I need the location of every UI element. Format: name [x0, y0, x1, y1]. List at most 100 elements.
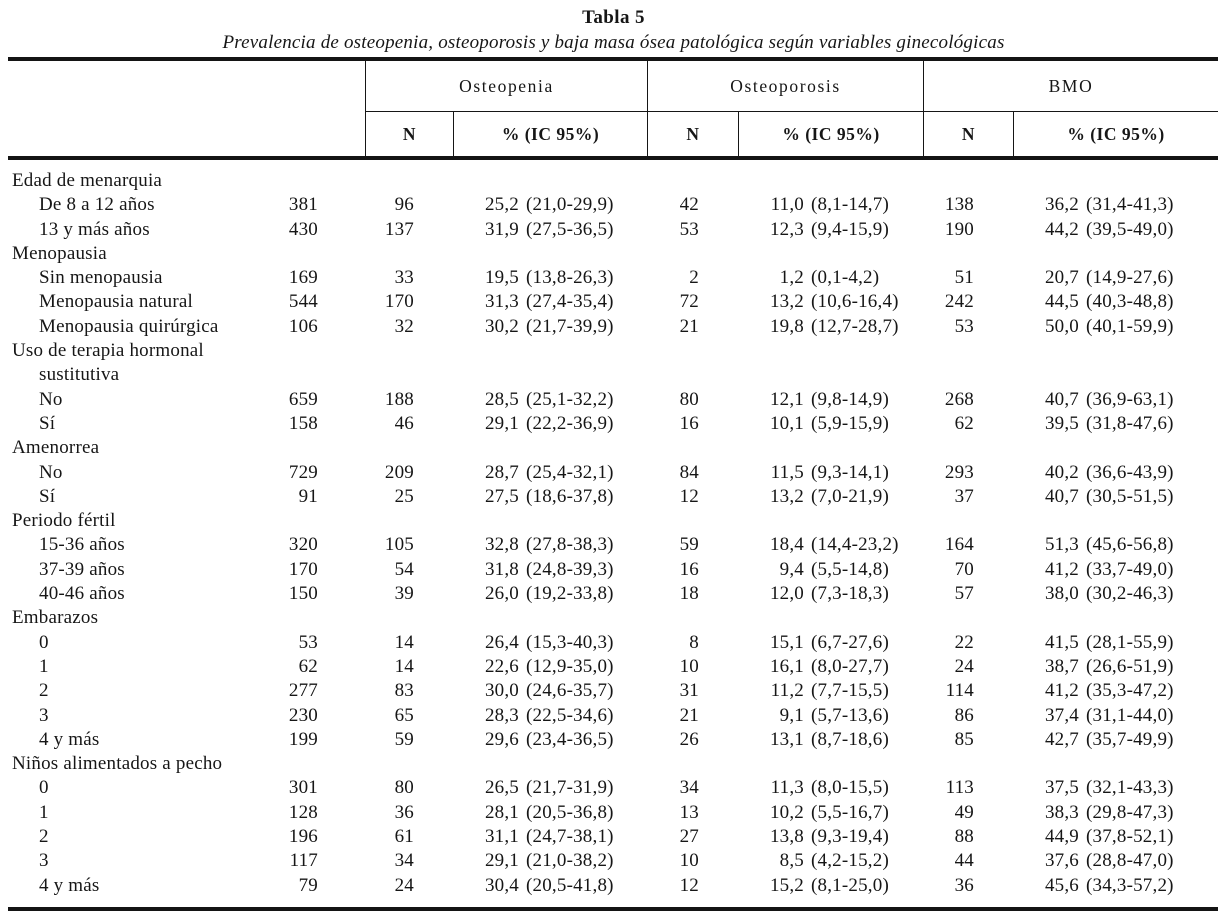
ci-value: (19,2-33,8)	[526, 583, 614, 605]
ci-value: (8,0-27,7)	[811, 655, 889, 677]
ci-value: (27,4-35,4)	[526, 291, 614, 313]
ci-value: (9,3-14,1)	[811, 461, 889, 483]
table-row: Sí 91 25 27,5 (18,6-37,8) 12 13,2 (7,0-21,9) 37 4…	[8, 485, 1218, 509]
pct-ci-value-osteoporosis: 9,4 (5,5-14,8)	[738, 558, 923, 582]
pct-ci-value-osteopenia: 26,4 (15,3-40,3)	[453, 631, 647, 655]
section-row: Menopausia	[8, 242, 1218, 266]
total-n-value: 301	[288, 777, 318, 799]
n-value-osteopenia	[365, 339, 453, 363]
n-value-bmo	[923, 242, 1013, 266]
pct-value: 13,8	[769, 826, 804, 848]
n-value-bmo: 114	[945, 680, 974, 702]
pct-value: 11,2	[770, 680, 804, 702]
row-label: Embarazos	[12, 607, 99, 629]
table-row: 4 y más 199 59 29,6 (23,4-36,5) 26 13,1 (8,7-18…	[8, 728, 1218, 752]
pct-ci-value-osteopenia	[453, 606, 647, 630]
pct-value: 40,7	[1044, 485, 1079, 507]
spacer	[318, 363, 365, 387]
pct-value: 12,0	[769, 583, 804, 605]
n-value-osteopenia: 59	[394, 728, 414, 750]
pct-value: 40,7	[1044, 388, 1079, 410]
total-n-value: 128	[288, 801, 318, 823]
ci-value: (35,3-47,2)	[1086, 680, 1174, 702]
n-value-osteopenia	[365, 606, 453, 630]
spacer	[318, 290, 365, 314]
pct-value: 16,1	[769, 655, 804, 677]
row-label: 4 y más	[39, 874, 100, 896]
table-row: 40-46 años 150 39 26,0 (19,2-33,8) 18 12,0 (7,3…	[8, 582, 1218, 606]
spacer	[318, 704, 365, 728]
pct-ci-value-osteopenia: 28,1 (20,5-36,8)	[453, 801, 647, 825]
table-row: Sí 158 46 29,1 (22,2-36,9) 16 10,1 (5,9-15,9) 62…	[8, 412, 1218, 436]
n-value-osteopenia: 105	[384, 534, 414, 556]
spacer	[318, 436, 365, 460]
section-row: Periodo fértil	[8, 509, 1218, 533]
pct-ci-value-bmo: 36,2 (31,4-41,3)	[1013, 193, 1218, 217]
table-row: 37-39 años 170 54 31,8 (24,8-39,3) 16 9,4 (5,5-…	[8, 558, 1218, 582]
pct-ci-value-osteoporosis: 15,1 (6,7-27,6)	[738, 631, 923, 655]
pct-ci-value-osteoporosis: 13,2 (7,0-21,9)	[738, 485, 923, 509]
total-n-value: 91	[298, 485, 318, 507]
n-value-osteoporosis: 12	[679, 485, 699, 507]
pct-ci-value-bmo	[1013, 509, 1218, 533]
n-value-osteopenia: 188	[384, 388, 414, 410]
ci-value: (9,3-19,4)	[811, 826, 889, 848]
subheader-n-osteoporosis: N	[647, 111, 738, 156]
pct-ci-value-bmo	[1013, 363, 1218, 387]
ci-value: (24,8-39,3)	[526, 558, 614, 580]
ci-value: (9,8-14,9)	[811, 388, 889, 410]
pct-value: 41,2	[1044, 558, 1079, 580]
ci-value: (28,1-55,9)	[1086, 631, 1174, 653]
ci-value: (8,0-15,5)	[811, 777, 889, 799]
ci-value: (5,5-14,8)	[811, 558, 889, 580]
n-value-osteopenia: 80	[394, 777, 414, 799]
total-n-value	[253, 242, 318, 266]
pct-ci-value-osteopenia: 28,7 (25,4-32,1)	[453, 461, 647, 485]
n-value-osteoporosis: 18	[679, 583, 699, 605]
spacer	[318, 849, 365, 873]
n-value-osteoporosis: 16	[679, 412, 699, 434]
n-value-osteoporosis: 10	[679, 850, 699, 872]
total-n-value	[253, 363, 318, 387]
pct-ci-value-osteoporosis	[738, 363, 923, 387]
row-label: Edad de menarquia	[12, 170, 163, 191]
ci-value: (24,6-35,7)	[526, 680, 614, 702]
total-n-value	[253, 752, 318, 776]
n-value-osteopenia: 209	[384, 461, 414, 483]
pct-ci-value-bmo: 41,2 (33,7-49,0)	[1013, 558, 1218, 582]
pct-value: 30,4	[484, 874, 519, 896]
ci-value: (40,3-48,8)	[1086, 291, 1174, 313]
pct-ci-value-osteopenia	[453, 169, 647, 193]
pct-ci-value-bmo: 42,7 (35,7-49,9)	[1013, 728, 1218, 752]
spacer	[318, 339, 365, 363]
stub-header-cell	[8, 61, 365, 156]
row-label: Uso de terapia hormonal	[12, 340, 204, 362]
pct-ci-value-osteoporosis	[738, 606, 923, 630]
n-value-osteoporosis: 10	[679, 655, 699, 677]
pct-ci-value-bmo: 37,5 (32,1-43,3)	[1013, 776, 1218, 800]
table-row: 3 117 34 29,1 (21,0-38,2) 10 8,5 (4,2-15,2) 44 37…	[8, 849, 1218, 873]
table-row: 3 230 65 28,3 (22,5-34,6) 21 9,1 (5,7-13,6) 86 37…	[8, 704, 1218, 728]
n-value-bmo: 85	[954, 728, 974, 750]
total-n-value: 106	[288, 315, 318, 337]
n-value-bmo: 86	[954, 704, 974, 726]
pct-ci-value-osteopenia	[453, 242, 647, 266]
pct-ci-value-osteopenia: 19,5 (13,8-26,3)	[453, 266, 647, 290]
table-body: Edad de menarquia De 8 a 12 años 381 96 25,2…	[8, 160, 1218, 911]
subheader-pct-bmo: % (IC 95%)	[1013, 111, 1218, 156]
spacer	[318, 631, 365, 655]
n-value-bmo: 44	[954, 850, 974, 872]
pct-value: 37,4	[1044, 704, 1079, 726]
ci-value: (31,4-41,3)	[1086, 194, 1174, 216]
pct-ci-value-osteoporosis: 13,2 (10,6-16,4)	[738, 290, 923, 314]
n-value-osteoporosis	[647, 436, 738, 460]
n-value-osteopenia: 83	[394, 680, 414, 702]
pct-value: 40,2	[1044, 461, 1079, 483]
pct-value: 28,5	[484, 388, 519, 410]
pct-value: 22,6	[484, 655, 519, 677]
ci-value: (22,5-34,6)	[526, 704, 614, 726]
ci-value: (28,8-47,0)	[1086, 850, 1174, 872]
section-row: Niños alimentados a pecho	[8, 752, 1218, 776]
row-label: 37-39 años	[39, 558, 125, 580]
